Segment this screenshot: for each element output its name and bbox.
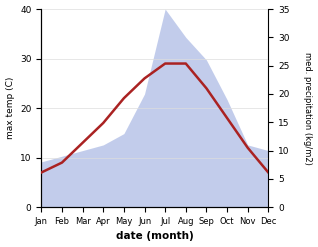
X-axis label: date (month): date (month) (116, 231, 194, 242)
Y-axis label: max temp (C): max temp (C) (5, 77, 15, 139)
Y-axis label: med. precipitation (kg/m2): med. precipitation (kg/m2) (303, 52, 313, 165)
